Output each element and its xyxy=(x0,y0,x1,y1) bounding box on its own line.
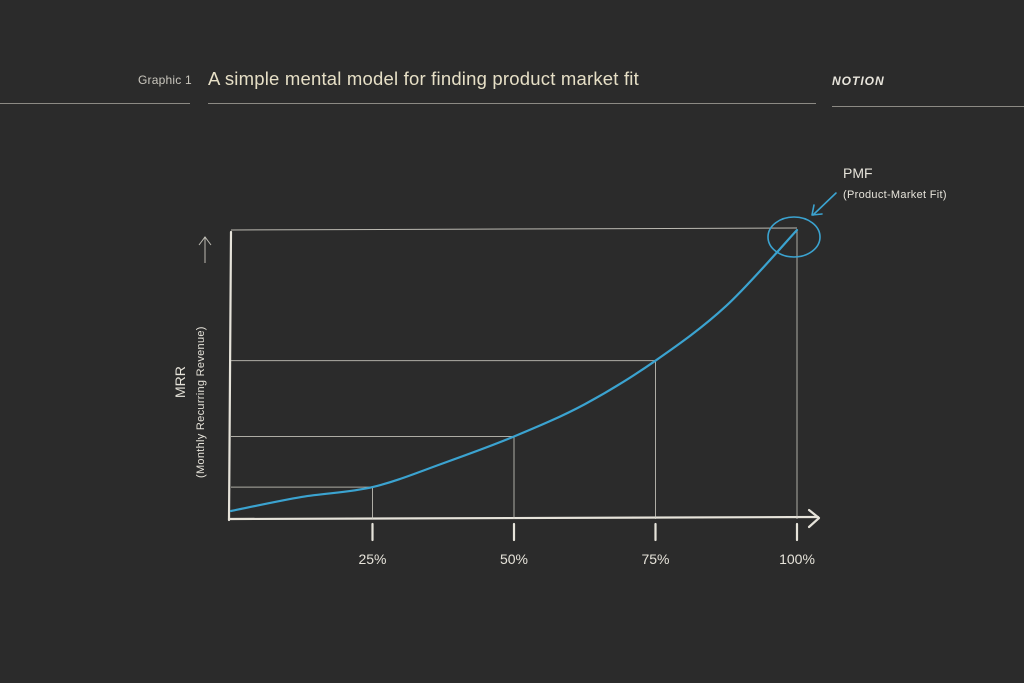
pmf-sublabel: (Product-Market Fit) xyxy=(843,189,947,201)
header-rule-left xyxy=(0,103,190,104)
x-tick-label-75: 75% xyxy=(641,551,669,567)
series-line xyxy=(229,228,799,513)
guide-lines xyxy=(231,230,798,519)
y-axis-label: MRR xyxy=(172,366,188,398)
pmf-circle-marker xyxy=(767,216,821,258)
y-arrow-icon xyxy=(198,236,212,246)
x-tick-label-25: 25% xyxy=(358,551,386,567)
chart-title: A simple mental model for finding produc… xyxy=(208,68,639,89)
x-axis xyxy=(227,515,820,521)
header-rule-right xyxy=(832,106,1024,107)
y-axis-sublabel: (Monthly Recurring Revenue) xyxy=(195,326,207,478)
x-tick-label-50: 50% xyxy=(500,551,528,567)
pmf-label: PMF xyxy=(843,165,873,181)
header: Graphic 1 A simple mental model for find… xyxy=(0,0,1024,120)
frame-top xyxy=(230,227,798,231)
x-tick-label-100: 100% xyxy=(779,551,815,567)
y-axis xyxy=(227,230,233,522)
graphic-label: Graphic 1 xyxy=(138,73,192,87)
notion-logo: NOTION xyxy=(832,74,885,88)
pmf-arrow-shaft xyxy=(812,192,837,216)
x-axis-arrow-icon xyxy=(807,508,821,529)
pmf-arrow-icon xyxy=(811,204,823,216)
header-rule-center xyxy=(208,103,816,104)
x-ticks: 25% 50% 75% 100% xyxy=(358,522,815,567)
